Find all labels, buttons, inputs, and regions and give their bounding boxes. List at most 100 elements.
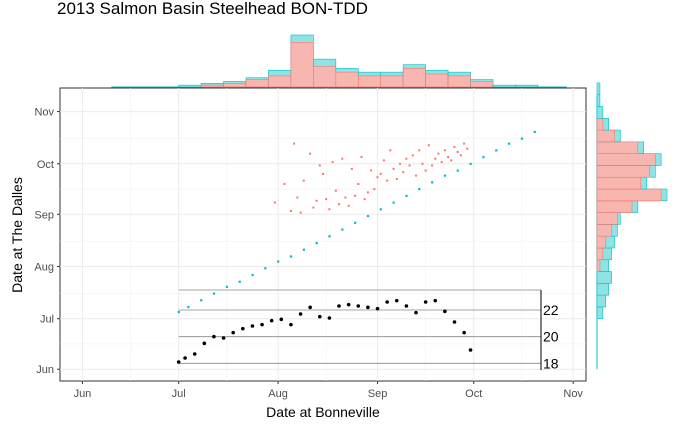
right-histogram-bar-teal [596, 94, 601, 107]
scatter-point-teal [187, 305, 190, 309]
plot-panel [59, 87, 587, 382]
inset-point [337, 304, 341, 308]
inset-tick-label: 18 [543, 355, 559, 371]
scatter-point-coral [440, 161, 443, 164]
inset-point [327, 316, 332, 320]
scatter-point-coral [459, 154, 462, 157]
inset-point [404, 304, 409, 308]
inset-point [231, 330, 235, 335]
scatter-point-teal [289, 255, 293, 258]
right-histogram-bar-coral [596, 212, 618, 225]
right-histogram-bar-teal [596, 106, 604, 119]
scatter-point-coral [405, 157, 408, 160]
scatter-series-coral [273, 142, 469, 214]
scatter-point-coral [466, 147, 469, 150]
inset-point [443, 309, 447, 314]
y-tick-label: Aug [34, 261, 54, 273]
scatter-point-teal [212, 292, 216, 295]
inset-tick-label: 20 [543, 329, 559, 345]
top-histogram-bar-teal [515, 84, 539, 88]
scatter-point-coral [415, 174, 418, 177]
inset-point [346, 302, 351, 307]
y-tick-label: Jul [40, 314, 54, 326]
inset-point [192, 352, 197, 356]
inset-point [212, 334, 216, 339]
scatter-point-teal [225, 285, 228, 288]
x-axis-title: Date at Bonneville [266, 404, 380, 420]
right-histogram-bar-coral [596, 224, 612, 237]
scatter-point-coral [398, 162, 401, 165]
top-histogram-bar-coral [268, 75, 292, 88]
x-tick-label: Oct [465, 388, 482, 400]
right-histogram-bar-coral [596, 129, 615, 143]
inset-point [385, 300, 389, 304]
inset-point [317, 314, 322, 319]
inset-point [423, 300, 428, 304]
scatter-point-coral [328, 208, 331, 211]
scatter-point-coral [443, 149, 446, 152]
scatter-point-coral [402, 171, 405, 174]
top-histogram-bar-coral [380, 75, 404, 88]
scatter-point-coral [453, 145, 456, 148]
top-histogram-bar-coral [223, 82, 247, 88]
inset-point [202, 341, 207, 346]
inset-point [269, 318, 274, 323]
right-histogram-bar-coral [596, 165, 650, 178]
y-tick-label: Sep [34, 209, 54, 221]
scatter-point-teal [277, 260, 280, 263]
scatter-point-coral [376, 176, 379, 179]
right-histogram-bar-coral [596, 200, 633, 213]
inset-point [375, 306, 380, 311]
right-histogram-bar-coral [596, 247, 604, 261]
scatter-point-teal [366, 214, 370, 218]
scatter-point-coral [357, 182, 360, 185]
scatter-point-teal [520, 137, 524, 140]
inset-point [241, 326, 245, 331]
top-histogram-bar-coral [402, 68, 426, 88]
inset-point [414, 310, 418, 315]
chart-title: 2013 Salmon Basin Steelhead BON-TDD [57, 0, 368, 18]
scatter-point-coral [322, 172, 324, 175]
x-tick-label: Jun [74, 388, 92, 400]
right-histogram-bar-teal [596, 294, 607, 308]
scatter-point-coral [379, 172, 382, 175]
scatter-point-coral [299, 211, 302, 214]
inset-point [221, 336, 226, 340]
scatter-point-teal [341, 228, 344, 231]
scatter-point-coral [392, 167, 395, 170]
inset-point [250, 324, 255, 328]
scatter-point-coral [273, 201, 276, 204]
scatter-point-coral [363, 198, 366, 201]
y-tick-label: Oct [37, 159, 54, 171]
scatter-point-coral [370, 169, 373, 172]
top-histogram-bar-coral [245, 79, 269, 88]
scatter-point-coral [331, 161, 334, 164]
top-histogram-bar-coral [357, 75, 382, 88]
scatter-point-coral [338, 203, 341, 206]
grid-lines [60, 88, 586, 381]
inset-point [356, 304, 361, 308]
right-histogram-bar-coral [596, 188, 662, 202]
scatter-point-coral [325, 198, 328, 201]
inset-point [308, 305, 312, 310]
scatter-point-teal [238, 280, 241, 283]
scatter-point-coral [366, 191, 369, 194]
x-axis-ticks: Jun Jul Aug Sep Oct Nov [74, 381, 583, 400]
right-histogram-bar-teal [596, 82, 601, 96]
scatter-point-coral [283, 182, 286, 185]
right-histogram-bar-coral [596, 176, 642, 190]
inset-point [394, 298, 399, 303]
scatter-point-coral [437, 152, 440, 155]
top-histogram [111, 34, 567, 88]
inset-point [260, 322, 264, 327]
scatter-point-coral [447, 156, 450, 159]
top-histogram-bar-coral [425, 73, 449, 88]
scatter-point-teal [418, 188, 421, 191]
scatter-point-coral [421, 162, 424, 165]
scatter-point-teal [354, 221, 357, 224]
inset-point [366, 305, 370, 310]
scatter-point-coral [373, 188, 376, 191]
scatter-point-coral [395, 177, 398, 180]
y-axis-title: Date at The Dalles [9, 177, 25, 293]
